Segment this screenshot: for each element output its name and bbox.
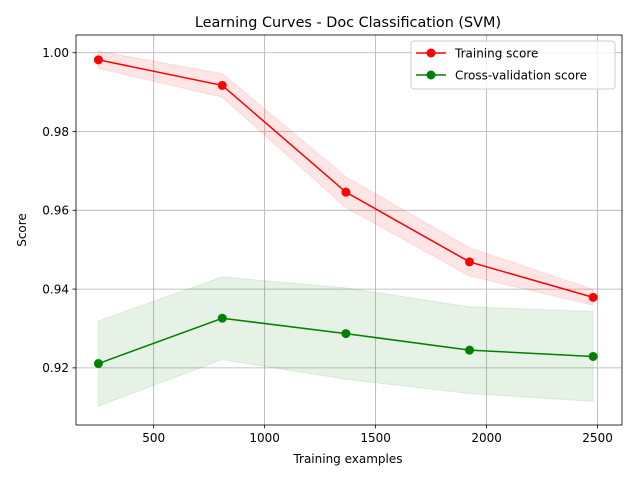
data-point-series-1 [217,80,227,90]
data-point-series-1 [465,257,475,267]
legend-marker-series-1 [426,48,436,58]
y-tick-label: 1.00 [42,46,69,60]
data-point-series-2 [93,359,103,369]
data-point-series-1 [588,292,598,302]
x-tick-label: 2500 [582,431,613,445]
x-tick-label: 500 [142,431,165,445]
data-point-series-2 [341,329,351,339]
legend-box [410,40,616,90]
x-tick-label: 2000 [471,431,502,445]
chart-legend: Training score Cross-validation score [410,40,616,90]
y-tick-label: 0.92 [42,361,69,375]
plot-frame [75,34,623,426]
chart-title: Learning Curves - Doc Classification (SV… [195,15,501,31]
x-axis-ticks: 500 1000 1500 2000 2500 [142,425,613,445]
x-axis-label: Training examples [292,452,402,466]
data-point-series-2 [217,313,227,323]
data-point-series-1 [341,187,351,197]
y-tick-label: 0.96 [42,204,69,218]
legend-label-series-1: Training score [454,46,538,60]
x-tick-label: 1500 [360,431,391,445]
x-tick-label: 1000 [249,431,280,445]
y-axis-ticks: 0.92 0.94 0.96 0.98 1.00 [42,46,76,375]
legend-label-series-2: Cross-validation score [455,68,587,82]
series-markers [93,55,598,369]
legend-marker-series-2 [426,70,436,80]
confidence-band-series-1 [97,50,594,306]
data-point-series-2 [588,351,598,361]
data-point-series-2 [465,345,475,355]
confidence-bands [97,50,594,407]
y-tick-label: 0.98 [42,125,69,139]
y-axis-label: Score [15,213,29,247]
y-tick-label: 0.94 [42,282,69,296]
confidence-band-series-2 [97,276,594,407]
data-point-series-1 [93,55,103,65]
